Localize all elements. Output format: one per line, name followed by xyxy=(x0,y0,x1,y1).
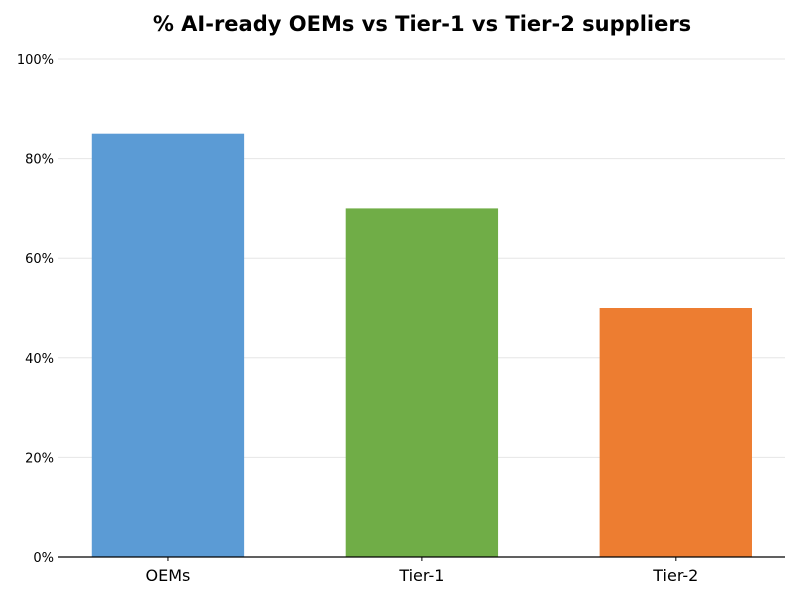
x-tick-label: Tier-2 xyxy=(652,566,698,585)
y-tick-label: 80% xyxy=(25,153,54,168)
x-tick-label: Tier-1 xyxy=(398,566,444,585)
chart-title: % AI-ready OEMs vs Tier-1 vs Tier-2 supp… xyxy=(153,12,691,36)
bar-tier-2 xyxy=(599,308,752,557)
y-tick-label: 40% xyxy=(25,352,54,367)
bar-oems xyxy=(91,133,245,557)
y-tick-label: 60% xyxy=(25,252,54,267)
y-tick-label: 20% xyxy=(25,451,54,466)
y-tick-label: 100% xyxy=(17,53,54,68)
x-tick-label: OEMs xyxy=(146,566,191,585)
bar-tier-1 xyxy=(345,208,499,557)
y-tick-label: 0% xyxy=(33,551,54,566)
